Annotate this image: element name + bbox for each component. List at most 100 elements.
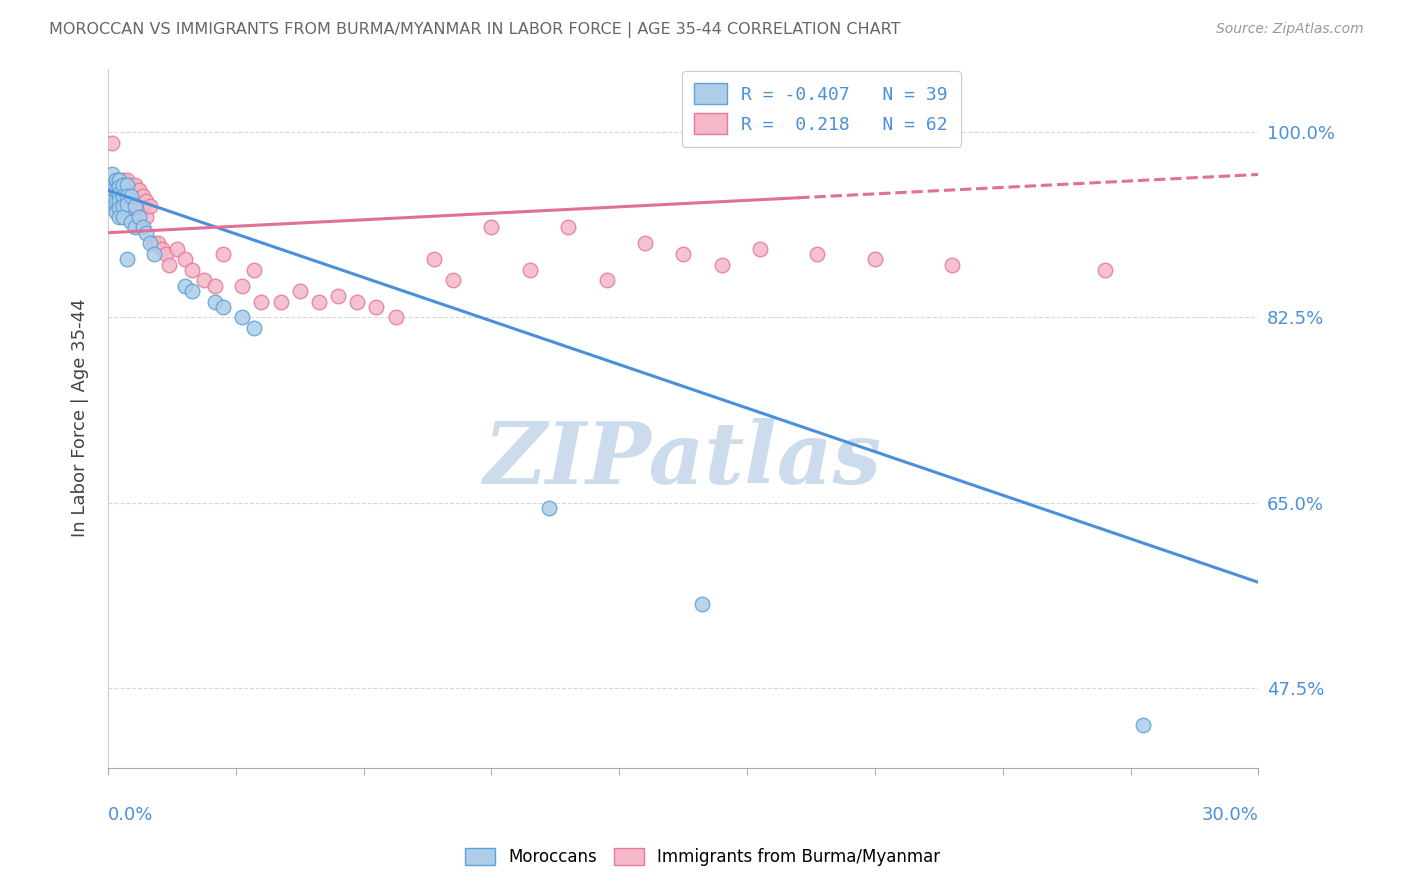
Point [128,197,150,211]
Point [1132,718,1154,732]
Point [124,199,146,213]
Point [104,194,127,208]
Point [595,273,617,287]
Point [519,262,541,277]
Point [104,173,127,187]
Point [242,262,264,277]
Y-axis label: In Labor Force | Age 35-44: In Labor Force | Age 35-44 [72,299,89,537]
Point [146,236,169,251]
Point [204,278,226,293]
Point [231,278,253,293]
Point [104,183,127,197]
Point [112,199,135,213]
Point [112,173,135,187]
Point [557,220,579,235]
Text: ZIPatlas: ZIPatlas [484,418,883,502]
Point [131,202,153,216]
Point [143,247,166,261]
Point [366,300,388,314]
Point [108,173,131,187]
Point [242,321,264,335]
Point [212,247,235,261]
Point [115,178,138,192]
Point [806,247,828,261]
Point [250,294,273,309]
Point [384,310,406,325]
Point [181,262,204,277]
Point [101,136,124,150]
Legend: Moroccans, Immigrants from Burma/Myanmar: Moroccans, Immigrants from Burma/Myanmar [457,840,949,875]
Point [112,183,135,197]
Point [173,252,195,267]
Point [124,188,146,202]
Point [108,173,131,187]
Point [441,273,464,287]
Point [108,202,131,216]
Point [150,242,173,256]
Point [115,197,138,211]
Point [270,294,292,309]
Point [941,258,963,272]
Point [120,202,142,216]
Point [120,188,142,202]
Point [173,278,195,293]
Point [101,168,124,182]
Point [155,247,177,261]
Point [112,178,135,192]
Point [120,188,142,202]
Point [135,194,157,208]
Point [120,178,142,192]
Point [193,273,215,287]
Point [108,180,131,194]
Point [143,236,166,251]
Text: 30.0%: 30.0% [1202,806,1258,824]
Point [120,215,142,229]
Point [212,300,235,314]
Point [124,202,146,216]
Point [115,252,138,267]
Point [139,236,162,251]
Point [104,183,127,197]
Point [101,194,124,208]
Legend: R = -0.407   N = 39, R =  0.218   N = 62: R = -0.407 N = 39, R = 0.218 N = 62 [682,70,960,146]
Point [181,284,204,298]
Point [115,183,138,197]
Point [108,180,131,194]
Point [131,220,153,235]
Point [112,188,135,202]
Point [115,173,138,187]
Point [157,258,180,272]
Point [108,210,131,224]
Point [112,199,135,213]
Text: Source: ZipAtlas.com: Source: ZipAtlas.com [1216,22,1364,37]
Point [748,242,770,256]
Point [112,210,135,224]
Point [537,501,560,516]
Point [326,289,349,303]
Point [128,183,150,197]
Point [204,294,226,309]
Point [139,199,162,213]
Point [124,220,146,235]
Text: 0.0%: 0.0% [108,806,153,824]
Point [135,210,157,224]
Point [104,199,127,213]
Point [131,188,153,202]
Point [231,310,253,325]
Point [101,194,124,208]
Point [108,186,131,201]
Point [346,294,368,309]
Point [135,226,157,240]
Point [115,188,138,202]
Point [423,252,446,267]
Point [115,194,138,208]
Point [124,178,146,192]
Point [104,204,127,219]
Point [634,236,657,251]
Point [672,247,695,261]
Point [104,173,127,187]
Point [692,597,714,611]
Point [101,183,124,197]
Point [710,258,733,272]
Point [108,194,131,208]
